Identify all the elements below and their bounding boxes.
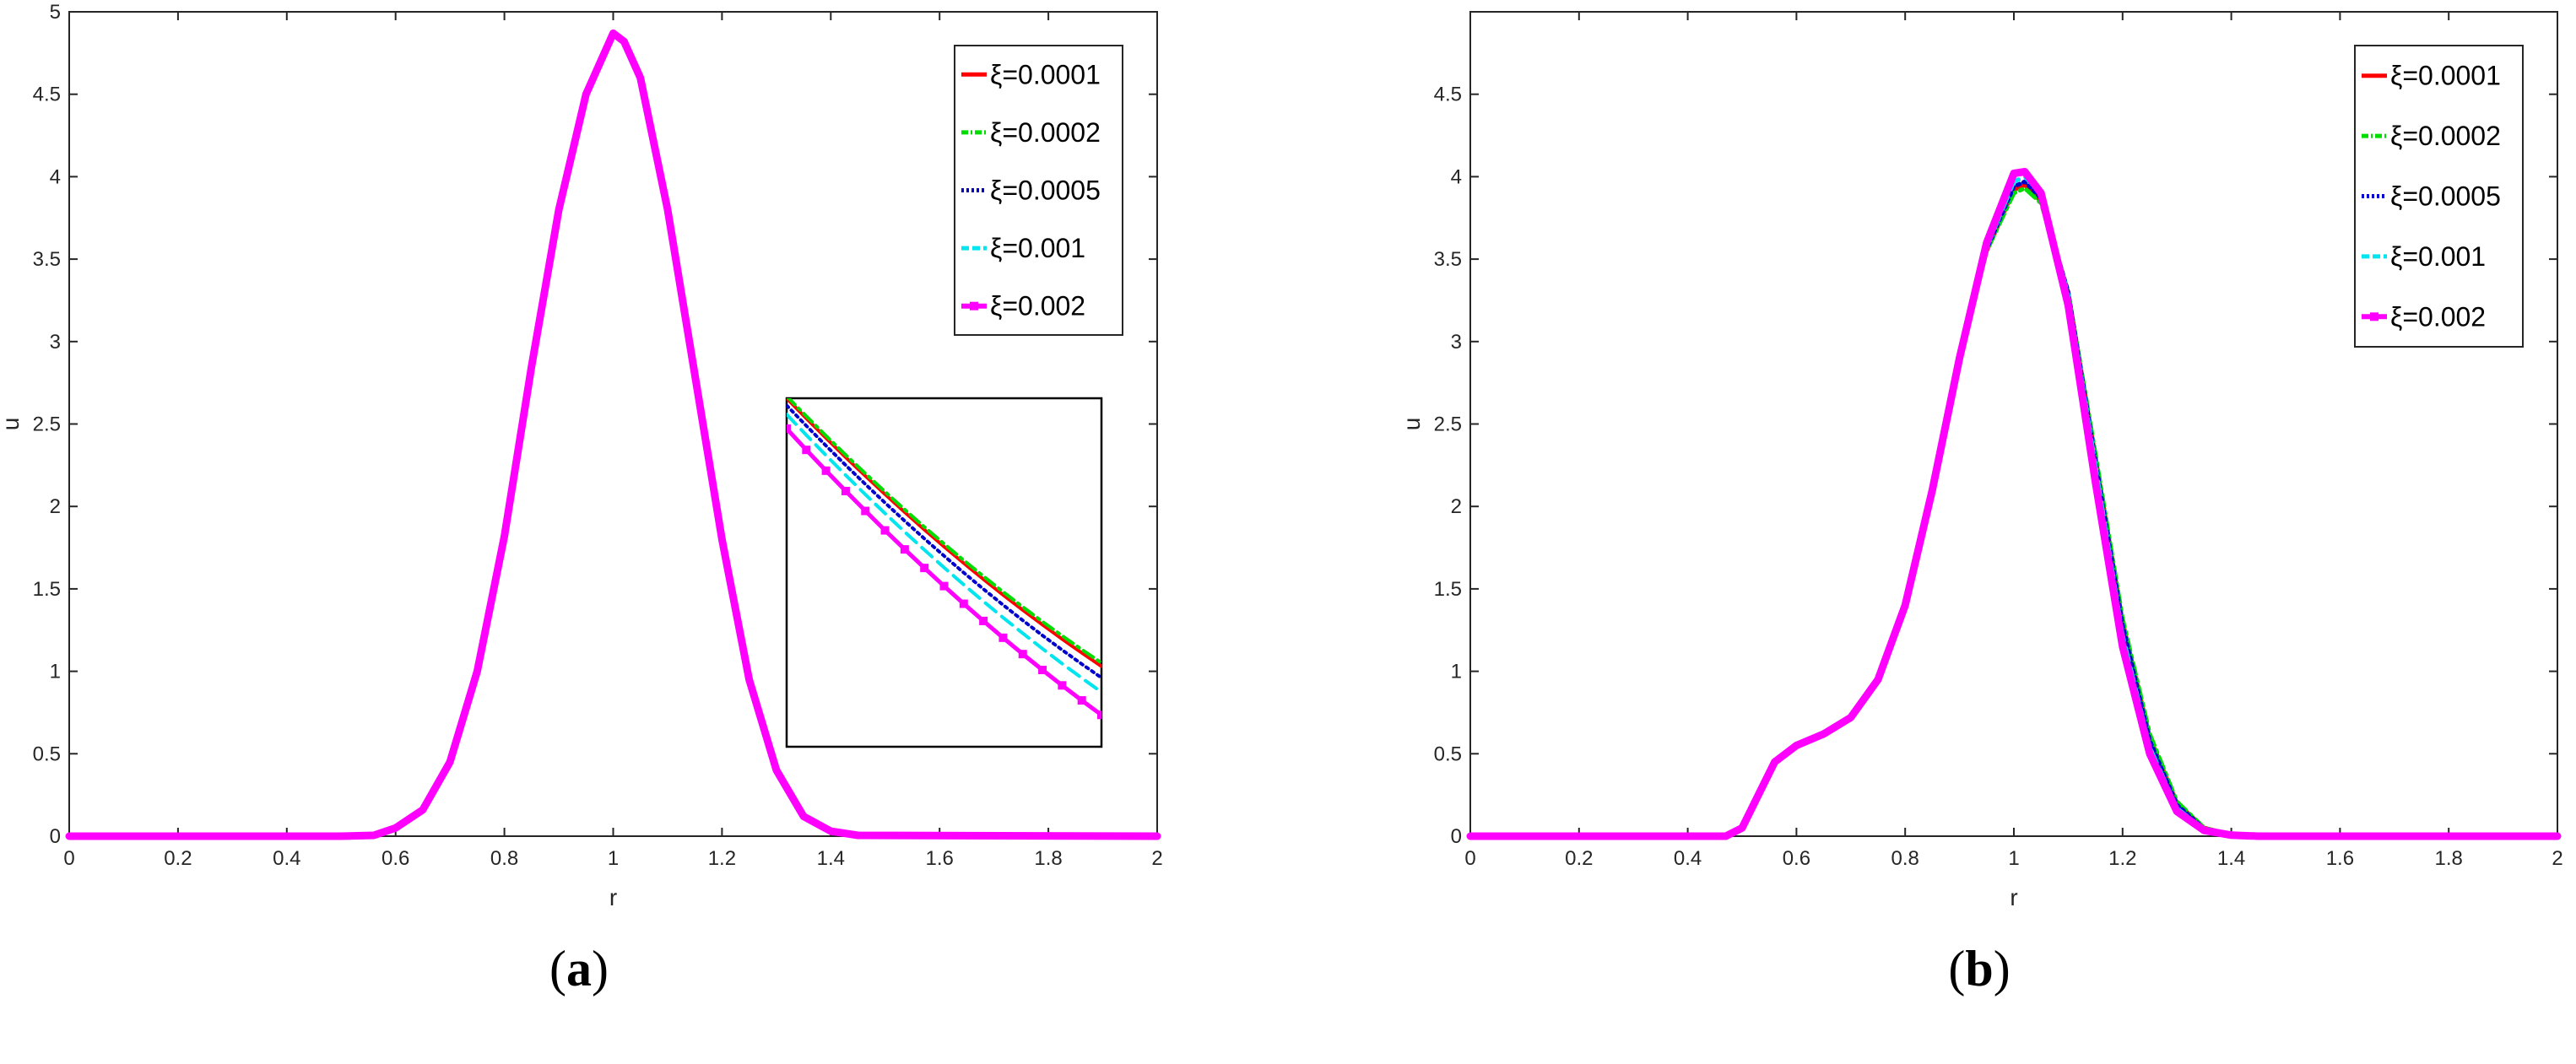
series-marker	[920, 564, 929, 573]
y-tick-label: 0	[1451, 825, 1462, 848]
series-line-4	[65, 29, 1161, 840]
y-tick-label: 3	[50, 331, 61, 354]
x-tick-label: 0.2	[164, 847, 192, 870]
x-tick-label: 0.2	[1565, 847, 1593, 870]
series-marker	[802, 446, 811, 455]
x-tick-label: 0.8	[1891, 847, 1919, 870]
x-tick-label: 0.8	[490, 847, 518, 870]
x-tick-label: 1.2	[2108, 847, 2136, 870]
x-tick-label: 1.4	[817, 847, 845, 870]
legend-entry-3: ξ=0.001	[990, 233, 1085, 263]
panel-caption: (a)	[549, 941, 609, 996]
legend-entry-4: ξ=0.002	[2390, 301, 2486, 332]
x-tick-label: 2	[1151, 847, 1162, 870]
panel-caption: (b)	[1948, 941, 2010, 996]
x-tick-label: 1.8	[1034, 847, 1062, 870]
y-tick-label: 1.5	[1434, 578, 1462, 601]
x-tick-label: 1.6	[926, 847, 954, 870]
inset-plot	[787, 398, 1101, 720]
x-tick-label: 1.6	[2326, 847, 2354, 870]
y-tick-label: 4	[50, 165, 61, 188]
y-tick-label: 3.5	[1434, 248, 1462, 271]
y-tick-label: 1	[50, 661, 61, 683]
x-tick-label: 0.6	[382, 847, 409, 870]
y-tick-label: 2.5	[1434, 413, 1462, 436]
legend-entry-0: ξ=0.0001	[2390, 61, 2501, 91]
x-tick-label: 0.6	[1783, 847, 1810, 870]
y-axis-label: u	[0, 418, 24, 431]
inset-frame	[785, 397, 1103, 748]
y-tick-label: 5	[50, 1, 61, 24]
x-tick-label: 0	[1464, 847, 1475, 870]
x-tick-label: 0	[63, 847, 74, 870]
legend-entry-4: ξ=0.002	[990, 291, 1085, 321]
legend-entry-2: ξ=0.0005	[2390, 181, 2501, 212]
y-tick-label: 2	[50, 495, 61, 518]
legend: ξ=0.0001 ξ=0.0002 ξ=0.0005 ξ=0.001 ξ=0.002	[954, 45, 1123, 336]
series-marker	[861, 506, 870, 516]
x-axis-label: r	[2010, 884, 2017, 910]
y-tick-label: 2	[1451, 495, 1462, 518]
series-marker	[787, 424, 791, 434]
chart-panel-b: 0 0.2 0.4 0.6 0.8 1 1.2 1.4 1.6 1.8 2 0 0.5 1 1.5 2 2.5 3…	[1399, 11, 2563, 996]
series-marker	[1058, 681, 1067, 690]
y-tick-label: 4.5	[1434, 84, 1462, 106]
x-tick-label: 1	[2008, 847, 2019, 870]
inset-series-line-1	[787, 398, 1101, 665]
x-tick-label: 1.8	[2435, 847, 2463, 870]
series-marker	[900, 545, 909, 554]
y-tick-label: 4.5	[33, 84, 61, 106]
series-line-4	[1466, 168, 2562, 840]
series-marker	[880, 526, 890, 535]
legend-marker	[970, 301, 978, 311]
y-tick-label: 0.5	[1434, 743, 1462, 765]
legend-entry-0: ξ=0.0001	[990, 59, 1101, 89]
legend-entry-3: ξ=0.001	[2390, 241, 2486, 272]
series-marker	[998, 633, 1008, 642]
y-tick-label: 4	[1451, 165, 1462, 188]
x-tick-label: 1.2	[708, 847, 736, 870]
legend: ξ=0.0001 ξ=0.0002 ξ=0.0005 ξ=0.001 ξ=0.002	[2354, 45, 2524, 348]
chart-panel-a: 0 0.2 0.4 0.6 0.8 1 1.2 1.4 1.6 1.8 2 0 0.5 1 1.5 2 2.5 3…	[0, 1, 1163, 996]
x-axis-label: r	[609, 884, 617, 910]
series-marker	[1077, 696, 1086, 705]
x-tick-label: 0.4	[273, 847, 300, 870]
series-marker	[1018, 650, 1027, 659]
y-axis-label: u	[1399, 418, 1425, 431]
series-marker	[1038, 666, 1047, 675]
x-tick-label: 2	[2552, 847, 2562, 870]
x-tick-label: 0.4	[1674, 847, 1702, 870]
y-tick-label: 3	[1451, 331, 1462, 354]
y-tick-label: 1	[1451, 661, 1462, 683]
legend-entry-2: ξ=0.0005	[990, 176, 1101, 206]
x-tick-label: 1	[608, 847, 619, 870]
y-tick-label: 0.5	[33, 743, 61, 765]
series-marker	[939, 581, 949, 591]
series-marker	[821, 466, 831, 475]
inset-zoom	[785, 397, 1103, 748]
series-marker	[1097, 710, 1101, 720]
y-tick-label: 0	[50, 825, 61, 848]
legend-marker	[2370, 312, 2378, 321]
series-marker	[959, 599, 968, 608]
x-tick-label: 1.4	[2217, 847, 2245, 870]
legend-entry-1: ξ=0.0002	[2390, 121, 2501, 151]
inset-series-line-3	[787, 413, 1101, 694]
series-marker	[841, 486, 850, 495]
y-tick-label: 2.5	[33, 413, 61, 436]
y-tick-label: 3.5	[33, 248, 61, 271]
inset-series-line-2	[787, 403, 1101, 680]
y-tick-label: 1.5	[33, 578, 61, 601]
series-marker	[979, 616, 988, 625]
legend-entry-1: ξ=0.0002	[990, 117, 1101, 148]
